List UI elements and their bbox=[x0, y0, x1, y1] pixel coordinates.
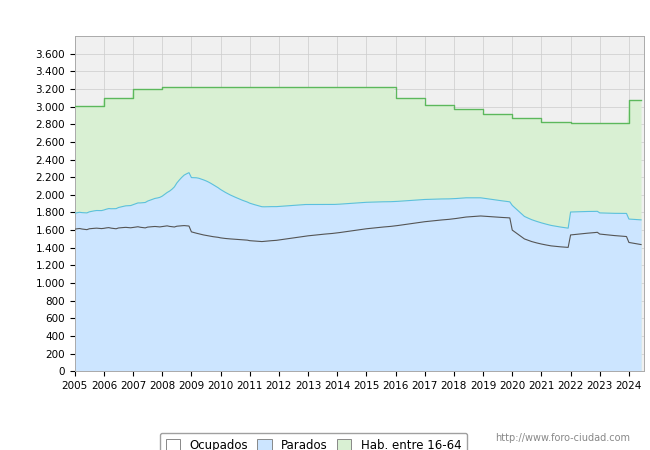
Text: El Coronil - Evolucion de la poblacion en edad de Trabajar Mayo de 2024: El Coronil - Evolucion de la poblacion e… bbox=[60, 9, 590, 24]
Legend: Ocupados, Parados, Hab. entre 16-64: Ocupados, Parados, Hab. entre 16-64 bbox=[160, 433, 467, 450]
Text: http://www.foro-ciudad.com: http://www.foro-ciudad.com bbox=[495, 433, 630, 443]
